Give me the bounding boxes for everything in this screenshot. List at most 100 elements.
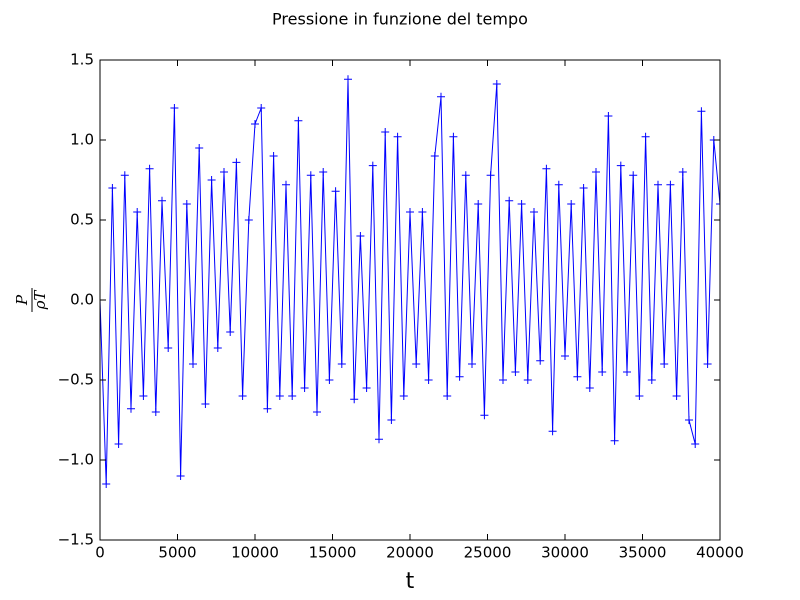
x-tick-label: 40000 bbox=[696, 544, 744, 562]
plus-marker bbox=[282, 180, 290, 189]
plus-marker bbox=[288, 392, 297, 400]
plus-marker bbox=[486, 171, 495, 180]
x-tick-label: 25000 bbox=[464, 544, 512, 562]
plus-marker bbox=[207, 176, 216, 184]
plot-area bbox=[100, 75, 720, 488]
plus-marker bbox=[455, 372, 464, 381]
plus-marker bbox=[666, 180, 675, 189]
plus-marker bbox=[499, 376, 507, 384]
x-tick-label: 30000 bbox=[541, 544, 589, 562]
plus-marker bbox=[678, 168, 687, 176]
plus-marker bbox=[604, 112, 613, 120]
plus-marker bbox=[561, 352, 569, 360]
plus-marker bbox=[660, 360, 669, 368]
plus-marker bbox=[176, 472, 185, 480]
y-tick-label: −1.5 bbox=[58, 531, 94, 549]
x-tick-label: 20000 bbox=[386, 544, 434, 562]
plus-marker bbox=[139, 392, 148, 400]
plus-marker bbox=[269, 152, 278, 160]
plus-marker bbox=[133, 208, 142, 216]
plus-marker bbox=[170, 104, 179, 112]
y-tick-label: 0.5 bbox=[70, 211, 94, 229]
plus-marker bbox=[598, 368, 607, 376]
x-tick-label: 10000 bbox=[231, 544, 279, 562]
plus-marker bbox=[542, 164, 551, 173]
plus-marker bbox=[418, 208, 427, 216]
plus-marker bbox=[703, 360, 712, 368]
plus-marker bbox=[505, 196, 514, 205]
plus-marker bbox=[654, 180, 662, 189]
x-tick-label: 35000 bbox=[619, 544, 667, 562]
plus-marker bbox=[257, 104, 266, 112]
plus-marker bbox=[685, 416, 693, 424]
plus-marker bbox=[275, 392, 284, 400]
y-tick-label: 1.0 bbox=[70, 131, 94, 149]
plus-marker bbox=[201, 400, 210, 408]
y-tick-label: 0.0 bbox=[70, 291, 94, 309]
plus-marker bbox=[616, 161, 625, 170]
plus-marker bbox=[164, 344, 173, 352]
y-label-denominator: ρT bbox=[31, 290, 49, 311]
plus-marker bbox=[151, 408, 160, 416]
x-tick-label: 0 bbox=[95, 544, 105, 562]
plus-marker bbox=[511, 368, 520, 376]
plus-marker bbox=[554, 180, 563, 189]
plus-marker bbox=[523, 376, 532, 384]
plus-marker bbox=[344, 75, 352, 84]
x-tick-label: 5000 bbox=[158, 544, 196, 562]
plus-marker bbox=[102, 480, 111, 488]
plus-marker bbox=[474, 200, 483, 208]
plus-marker bbox=[294, 116, 303, 125]
plus-marker bbox=[579, 184, 588, 192]
plus-marker bbox=[548, 427, 557, 436]
plus-marker bbox=[127, 404, 135, 413]
plus-marker bbox=[443, 392, 452, 400]
plus-marker bbox=[325, 376, 334, 384]
plus-marker bbox=[244, 216, 253, 224]
plus-marker bbox=[220, 168, 228, 176]
plus-marker bbox=[232, 158, 241, 167]
plus-marker bbox=[430, 152, 439, 160]
plus-marker bbox=[182, 200, 191, 208]
y-tick-label: 1.5 bbox=[70, 51, 94, 69]
plus-marker bbox=[313, 408, 321, 416]
plus-marker bbox=[480, 411, 489, 420]
plus-marker bbox=[567, 200, 576, 208]
plus-marker bbox=[536, 356, 545, 365]
plus-marker bbox=[387, 416, 396, 424]
y-tick-label: −1.0 bbox=[58, 451, 94, 469]
plus-marker bbox=[375, 435, 383, 444]
plus-marker bbox=[195, 144, 204, 152]
y-axis-label: P ρT bbox=[13, 288, 49, 312]
plus-marker bbox=[647, 376, 656, 384]
plus-marker bbox=[449, 132, 458, 141]
plus-marker bbox=[412, 360, 421, 368]
plus-marker bbox=[406, 208, 414, 216]
plus-marker bbox=[337, 360, 346, 368]
x-axis-label: t bbox=[406, 569, 415, 594]
plus-marker bbox=[672, 392, 681, 400]
plus-marker bbox=[399, 392, 408, 400]
plus-marker bbox=[368, 161, 377, 170]
plus-marker bbox=[623, 368, 631, 376]
plus-marker bbox=[356, 232, 365, 240]
plus-marker bbox=[573, 372, 582, 381]
plus-marker bbox=[635, 392, 644, 400]
plus-marker bbox=[697, 107, 706, 116]
plus-marker bbox=[226, 328, 235, 336]
plus-marker bbox=[158, 196, 166, 205]
plus-marker bbox=[585, 384, 594, 392]
plus-marker bbox=[592, 168, 600, 176]
plus-marker bbox=[263, 404, 272, 413]
plus-marker bbox=[381, 128, 390, 136]
plus-marker bbox=[251, 120, 259, 128]
plus-marker bbox=[306, 171, 315, 180]
plus-marker bbox=[437, 92, 445, 101]
plus-marker bbox=[424, 376, 433, 384]
plus-marker bbox=[108, 184, 117, 192]
plus-marker bbox=[629, 171, 638, 180]
plus-marker bbox=[393, 132, 402, 141]
plus-marker bbox=[641, 132, 650, 141]
